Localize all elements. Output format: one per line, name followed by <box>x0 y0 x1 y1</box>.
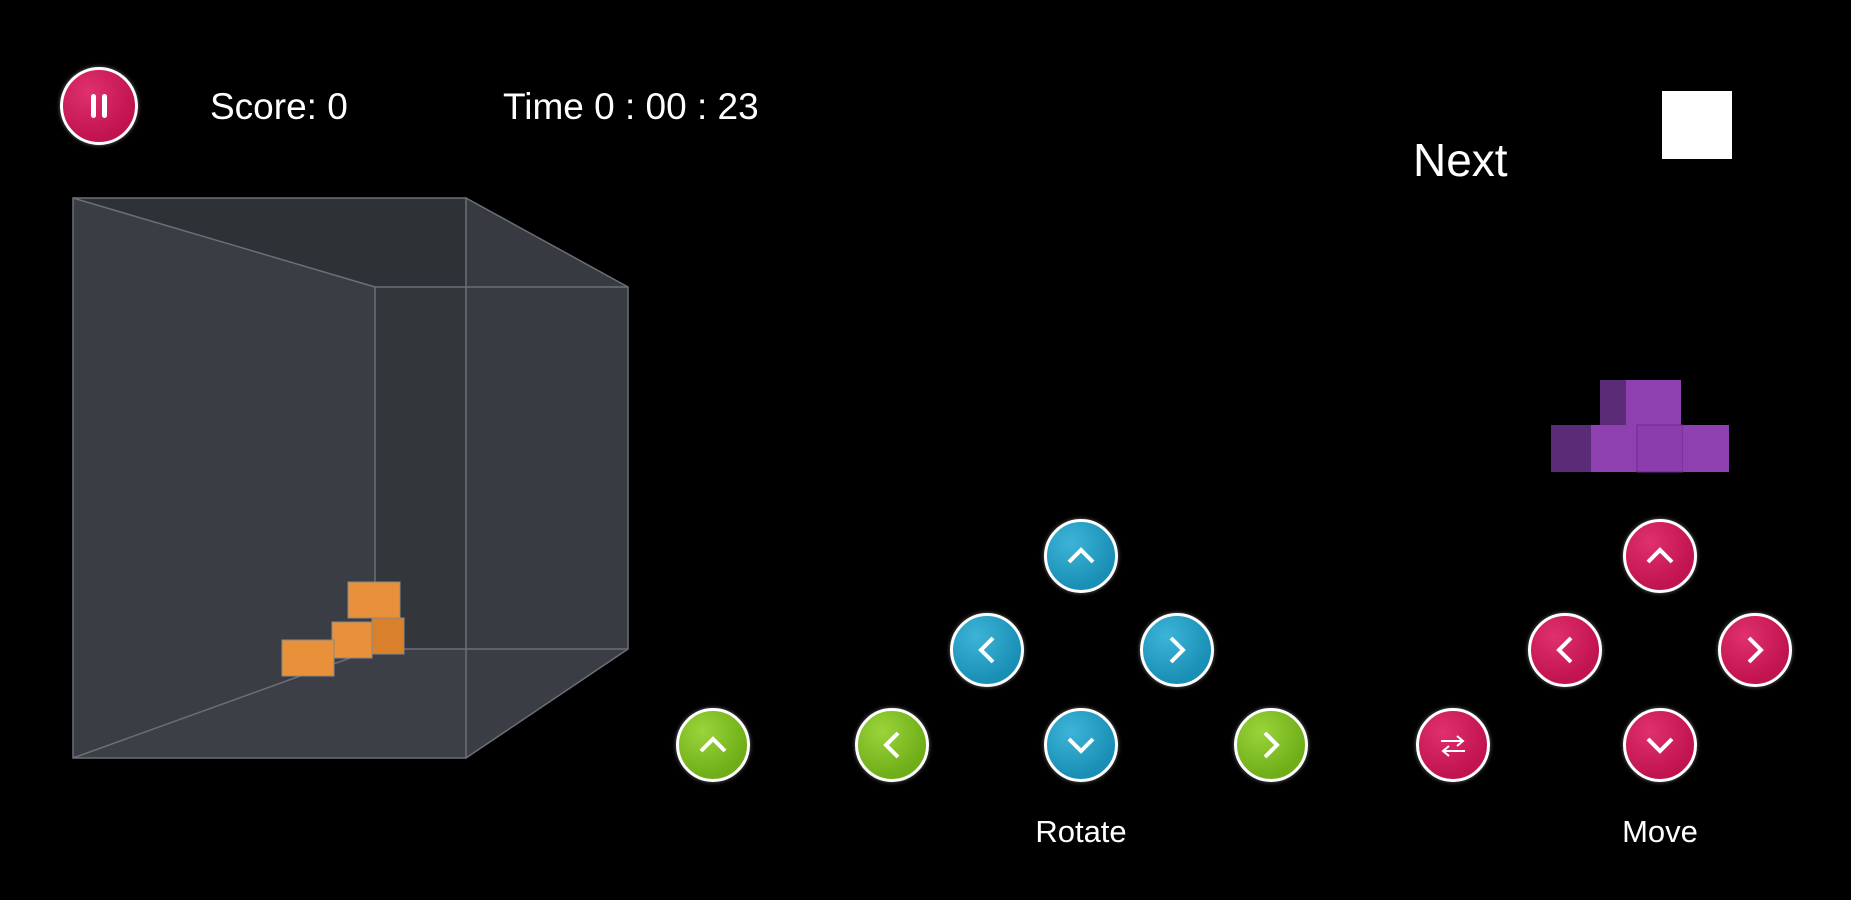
chevron-right-icon <box>1263 731 1280 759</box>
block <box>347 581 401 619</box>
chevron-right-icon <box>1747 636 1764 664</box>
drop-button[interactable] <box>1416 708 1490 782</box>
rotate-axis-right-button[interactable] <box>1234 708 1308 782</box>
rotate-label: Rotate <box>1035 814 1127 849</box>
piece-cube <box>1636 424 1684 473</box>
chevron-up-icon <box>1067 547 1095 564</box>
rotate-up-button[interactable] <box>1044 519 1118 593</box>
move-right-button[interactable] <box>1718 613 1792 687</box>
pause-icon <box>91 94 107 118</box>
move-up-button[interactable] <box>1623 519 1697 593</box>
chevron-up-icon <box>699 736 727 753</box>
next-piece-preview <box>1551 380 1729 473</box>
piece-cube <box>1591 425 1637 472</box>
block <box>331 621 373 659</box>
rotate-axis-up-button[interactable] <box>676 708 750 782</box>
pause-button[interactable] <box>60 67 138 145</box>
move-label: Move <box>1622 814 1698 849</box>
rotate-left-button[interactable] <box>950 613 1024 687</box>
piece-cube <box>1551 425 1591 472</box>
rotate-right-button[interactable] <box>1140 613 1214 687</box>
swap-arrows-icon <box>1441 735 1465 757</box>
piece-cube <box>1626 380 1681 425</box>
game-board <box>72 197 629 759</box>
block <box>281 639 335 677</box>
chevron-left-icon <box>978 636 995 664</box>
chevron-down-icon <box>1646 737 1674 754</box>
move-down-button[interactable] <box>1623 708 1697 782</box>
move-left-button[interactable] <box>1528 613 1602 687</box>
board-left-face <box>73 198 375 758</box>
chevron-left-icon <box>1556 636 1573 664</box>
board-right-face <box>466 198 628 758</box>
piece-cube <box>1683 425 1729 472</box>
rotate-down-button[interactable] <box>1044 708 1118 782</box>
time-display: Time 0 : 00 : 23 <box>503 86 759 127</box>
score-display: Score: 0 <box>210 86 348 127</box>
landed-blocks <box>281 581 405 677</box>
piece-cube <box>1600 380 1626 425</box>
next-label: Next <box>1413 134 1508 186</box>
rotate-axis-left-button[interactable] <box>855 708 929 782</box>
chevron-down-icon <box>1067 737 1095 754</box>
chevron-up-icon <box>1646 547 1674 564</box>
next-indicator <box>1662 91 1732 159</box>
block <box>371 617 405 655</box>
chevron-left-icon <box>883 731 900 759</box>
chevron-right-icon <box>1169 636 1186 664</box>
